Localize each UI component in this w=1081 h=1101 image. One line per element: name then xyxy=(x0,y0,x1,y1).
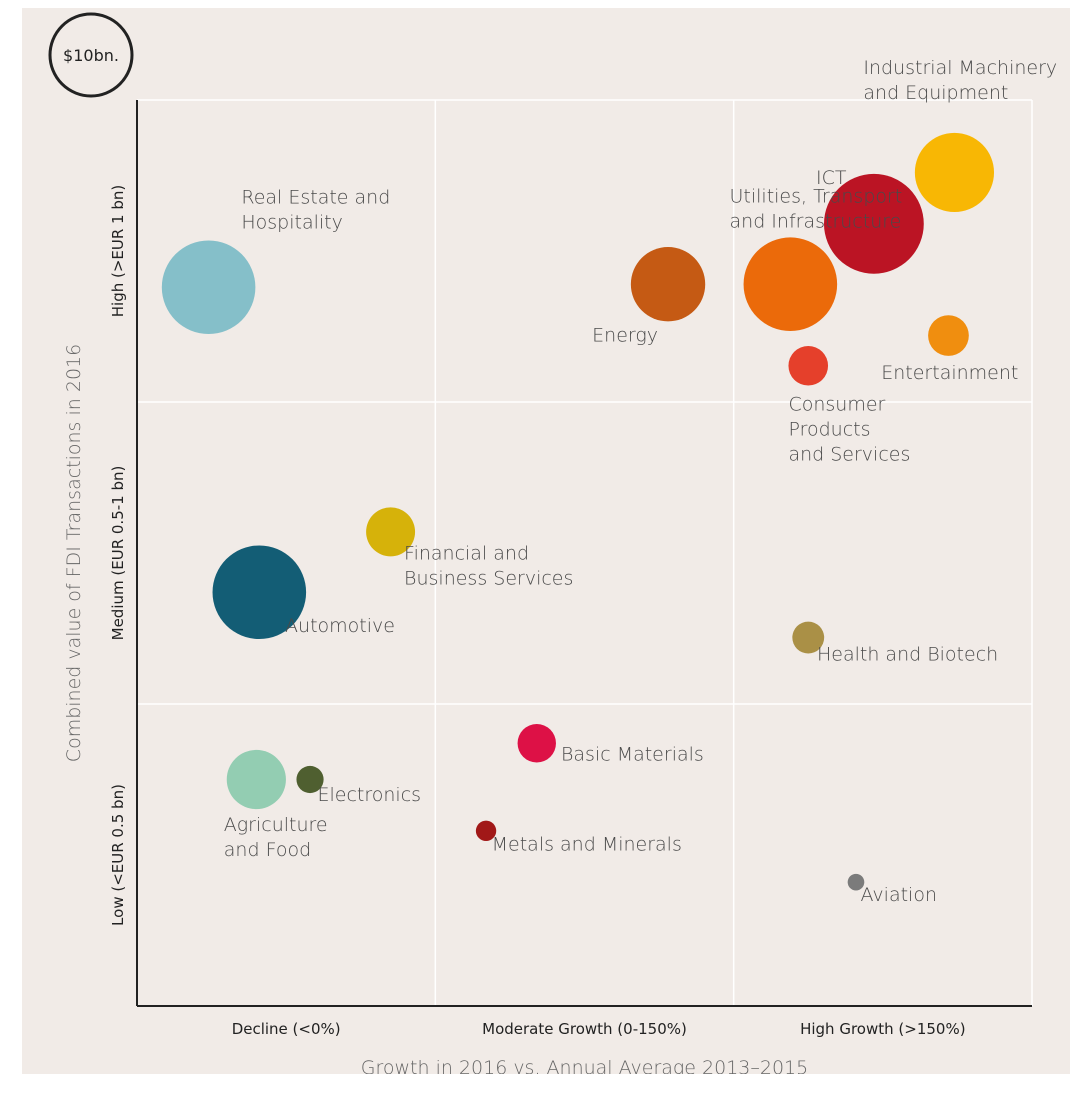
bubble-label: Automotive xyxy=(285,615,395,637)
bubble xyxy=(824,173,924,274)
bubble xyxy=(928,315,969,356)
x-tick-label: Moderate Growth (0-150%) xyxy=(482,1020,687,1038)
bubble-label: Electronics xyxy=(318,784,422,806)
bubble xyxy=(161,240,256,335)
bubble xyxy=(847,873,865,891)
bubble-label: Health and Biotech xyxy=(817,643,998,665)
bubble-label: Consumer Products and Services xyxy=(788,394,910,466)
bubble xyxy=(788,345,829,386)
bubble xyxy=(475,820,497,842)
bubble-label: Agriculture and Food xyxy=(224,814,328,861)
bubble-label: Metals and Minerals xyxy=(492,833,682,855)
y-tick-label: High (>EUR 1 bn) xyxy=(109,185,127,318)
bubble-label: Entertainment xyxy=(881,362,1018,384)
bubble-label: Financial and Business Services xyxy=(404,542,573,589)
bubble xyxy=(212,545,307,640)
bubble xyxy=(630,247,706,322)
chart-panel: $10bn. Decline (<0%) Moderate Growth (0-1… xyxy=(22,8,1070,1074)
axes xyxy=(136,100,1032,1007)
bubble-labels: Real Estate and Hospitality Financial and B… xyxy=(224,57,1057,906)
bubble xyxy=(366,507,416,557)
y-tick-label: Low (<EUR 0.5 bn) xyxy=(109,784,127,926)
x-tick-label: High Growth (>150%) xyxy=(800,1020,965,1038)
bubble xyxy=(226,749,286,810)
y-axis-title: Combined value of FDI Transactions in 20… xyxy=(63,344,85,762)
x-tick-label: Decline (<0%) xyxy=(232,1020,341,1038)
bubble-label: Industrial Machinery and Equipment xyxy=(863,57,1057,104)
bubble-label: Energy xyxy=(592,324,658,346)
size-legend-circle xyxy=(48,12,134,98)
size-legend-label: $10bn. xyxy=(63,46,119,65)
bubbles xyxy=(161,132,995,891)
tick-labels: Decline (<0%) Moderate Growth (0-150%) Hig… xyxy=(109,185,966,1038)
bubble-label: Real Estate and Hospitality xyxy=(241,186,390,233)
bubble-label: Aviation xyxy=(861,884,937,906)
size-legend: $10bn. xyxy=(48,12,134,98)
bubble xyxy=(792,621,825,654)
bubble-chart: $10bn. Decline (<0%) Moderate Growth (0-1… xyxy=(48,12,1057,1074)
bubble xyxy=(296,765,324,794)
bubble-label: ICT xyxy=(816,167,847,189)
y-tick-label: Medium (EUR 0.5-1 bn) xyxy=(109,466,127,641)
bubble xyxy=(517,724,556,763)
x-axis-title: Growth in 2016 vs. Annual Average 2013–2… xyxy=(361,1057,808,1074)
bubble xyxy=(914,132,995,213)
bubble xyxy=(743,237,838,332)
grid-lines xyxy=(137,99,1033,1006)
bubble-label: Utilities, Transport and Infrastructure xyxy=(730,185,903,232)
bubble-label: Basic Materials xyxy=(561,744,704,766)
